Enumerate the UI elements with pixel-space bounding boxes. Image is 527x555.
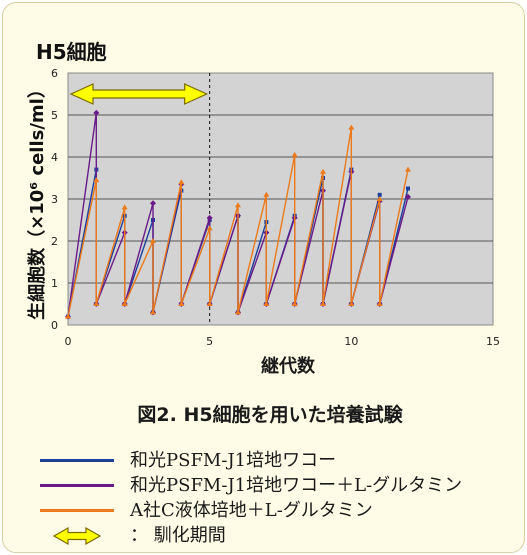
data-point-s2-19 [348,124,355,130]
legend-item-acclimation: ： 馴化期間 [40,523,520,548]
y-tick-label-3: 3 [51,193,58,206]
y-tick-label-4: 4 [51,151,58,164]
data-point-s2-21 [376,196,383,201]
legend-item-wako: 和光PSFM-J1培地ワコー [40,448,520,473]
data-point-s1-5 [150,200,156,207]
data-point-s2-9 [206,225,213,231]
series-lines [65,109,411,320]
chart-title: H5細胞 [36,40,107,64]
figure-caption: 図2. H5細胞を用いた培養試験 [137,404,403,426]
data-point-s2-17 [320,168,326,174]
data-point-s1-23 [405,193,411,200]
data-point-s2-14 [263,301,270,306]
legend-item-company-a: A社C液体培地＋L-グルタミン [40,498,520,523]
y-tick-label-1: 1 [51,277,58,290]
legend-label-acclimation: ： 馴化期間 [130,525,226,546]
tick-labels: 0 1 2 3 4 5 6 0 5 10 15 [51,67,500,348]
data-point-s2-1 [93,177,100,183]
data-point-s2-15 [291,151,298,157]
legend-arrow-shape [52,526,102,546]
legend-label-wako: 和光PSFM-J1培地ワコー [130,450,337,471]
data-point-s2-10 [206,301,213,306]
legend-swatch-wako [40,459,114,462]
data-point-s2-23 [405,166,411,172]
data-point-s2-2 [93,301,100,306]
data-point-s2-12 [235,309,241,315]
legend-swatch-wako-glutamine [40,484,114,487]
x-axis-label: 継代数 [261,356,315,377]
data-point-s2-13 [263,191,270,197]
y-tick-label-2: 2 [51,235,58,248]
legend: 和光PSFM-J1培地ワコー 和光PSFM-J1培地ワコー＋L-グルタミン A社… [40,448,520,548]
data-point-s2-0 [65,313,71,319]
acclimation-arrow-shape [69,83,209,105]
legend-label-wako-glutamine: 和光PSFM-J1培地ワコー＋L-グルタミン [130,475,463,496]
x-tick-label-10: 10 [344,335,358,348]
data-point-s2-11 [235,202,241,208]
data-point-s2-5 [150,238,156,243]
y-tick-label-6: 6 [51,67,58,80]
data-point-s2-20 [348,301,355,306]
data-point-s2-7 [178,179,185,185]
x-tick-label-0: 0 [65,335,72,348]
x-tick-label-5: 5 [206,335,213,348]
data-point-s2-22 [376,301,383,306]
data-point-s0-21 [377,192,382,197]
data-point-s2-18 [320,301,326,306]
data-point-s1-1 [93,109,100,116]
grid-lines [68,114,493,284]
series-line-2 [67,126,409,317]
legend-swatch-company-a [40,509,114,512]
x-tick-label-15: 15 [486,335,500,348]
data-point-s0-23 [406,186,410,191]
data-point-s2-3 [121,204,128,210]
data-point-s2-6 [150,309,156,315]
y-tick-label-5: 5 [51,109,58,122]
data-point-s1-9 [206,214,213,221]
legend-label-company-a: A社C液体培地＋L-グルタミン [130,500,373,521]
acclimation-arrow [69,83,209,105]
legend-item-wako-glutamine: 和光PSFM-J1培地ワコー＋L-グルタミン [40,473,520,498]
data-point-s2-16 [291,301,298,306]
double-arrow-icon [52,526,102,546]
data-point-s2-4 [121,301,128,306]
data-point-s2-8 [178,301,185,306]
y-tick-label-0: 0 [51,319,58,332]
